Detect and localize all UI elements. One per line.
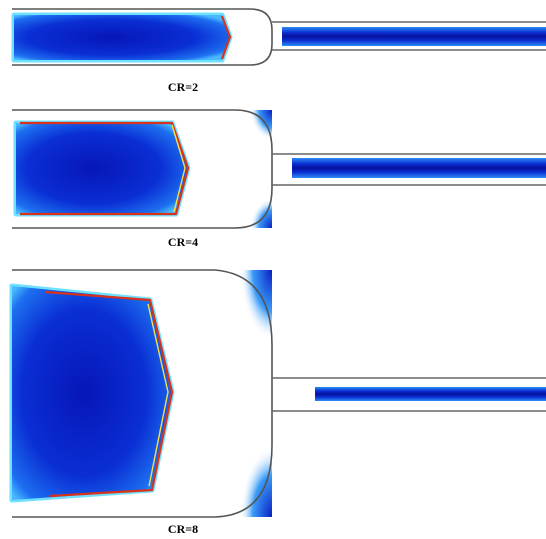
tube-fluid xyxy=(315,387,546,401)
fluid xyxy=(12,286,172,500)
panel-cr2: CR=2 xyxy=(12,9,546,94)
tube-fluid xyxy=(292,158,546,178)
panel-label: CR=2 xyxy=(168,80,198,94)
figure: CR=2 CR=4 CR=8 xyxy=(0,0,546,539)
fluid xyxy=(16,123,188,214)
panel-label: CR=4 xyxy=(168,235,198,249)
panel-cr4: CR=4 xyxy=(12,110,546,249)
panel-cr8: CR=8 xyxy=(12,270,546,536)
corner-fluid xyxy=(250,110,272,140)
corner-fluid xyxy=(250,198,272,228)
fluid xyxy=(14,15,230,60)
corner-fluid xyxy=(240,270,272,340)
panel-label: CR=8 xyxy=(168,522,198,536)
tube-fluid xyxy=(282,27,546,46)
